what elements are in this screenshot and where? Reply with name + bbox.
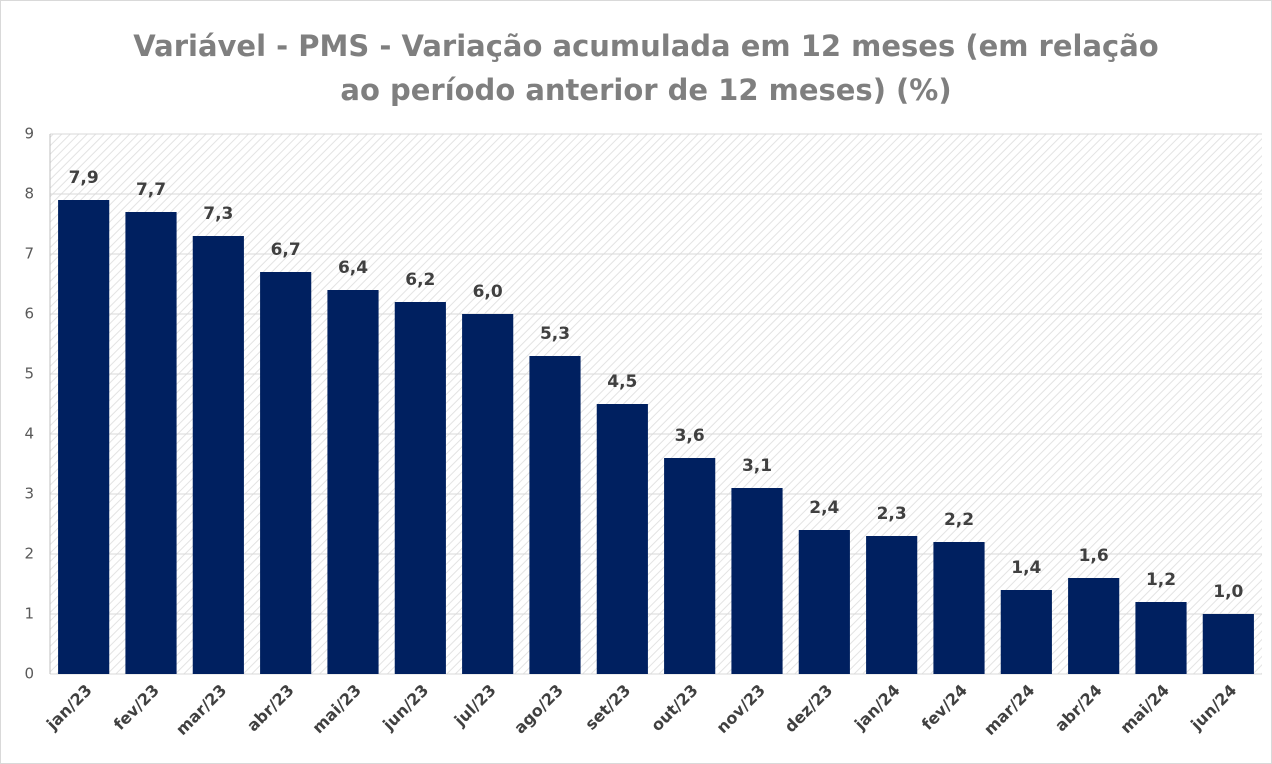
bar xyxy=(58,200,110,674)
bar xyxy=(596,404,648,674)
chart-title: ao período anterior de 12 meses) (%) xyxy=(340,73,951,107)
bar xyxy=(394,302,446,674)
data-label: 7,9 xyxy=(69,168,99,188)
y-tick-label: 6 xyxy=(24,305,34,323)
y-tick-label: 9 xyxy=(24,125,34,143)
y-tick-label: 3 xyxy=(24,485,34,503)
data-label: 1,4 xyxy=(1011,558,1041,578)
bar xyxy=(260,272,312,674)
data-label: 1,2 xyxy=(1146,570,1176,590)
bar xyxy=(327,290,379,674)
plot-area xyxy=(50,134,1262,674)
y-tick-label: 0 xyxy=(24,665,34,683)
data-label: 7,3 xyxy=(203,204,233,224)
bar xyxy=(192,236,244,674)
bar xyxy=(664,458,716,674)
bar xyxy=(1000,590,1052,674)
data-label: 5,3 xyxy=(540,324,570,344)
data-label: 4,5 xyxy=(607,372,637,392)
data-label: 3,1 xyxy=(742,456,772,476)
data-label: 6,7 xyxy=(271,240,301,260)
bar xyxy=(1202,614,1254,674)
bar xyxy=(1068,578,1120,674)
bar xyxy=(125,212,177,674)
data-label: 2,4 xyxy=(809,498,839,518)
y-tick-label: 4 xyxy=(24,425,34,443)
data-label: 1,6 xyxy=(1079,546,1109,566)
bar xyxy=(462,314,514,674)
bar xyxy=(798,530,850,674)
data-label: 1,0 xyxy=(1213,582,1243,602)
y-tick-label: 1 xyxy=(24,605,34,623)
y-tick-label: 5 xyxy=(24,365,34,383)
y-tick-label: 2 xyxy=(24,545,34,563)
data-label: 2,3 xyxy=(877,504,907,524)
data-label: 7,7 xyxy=(136,180,166,200)
chart-title: Variável - PMS - Variação acumulada em 1… xyxy=(133,29,1158,63)
bar xyxy=(529,356,581,674)
y-tick-label: 7 xyxy=(24,245,34,263)
bar xyxy=(1135,602,1187,674)
data-label: 6,0 xyxy=(473,282,503,302)
data-label: 6,4 xyxy=(338,258,368,278)
bar xyxy=(731,488,783,674)
bar xyxy=(866,536,918,674)
data-label: 6,2 xyxy=(405,270,435,290)
data-label: 3,6 xyxy=(675,426,705,446)
y-tick-label: 8 xyxy=(24,185,34,203)
data-label: 2,2 xyxy=(944,510,974,530)
bar xyxy=(933,542,985,674)
